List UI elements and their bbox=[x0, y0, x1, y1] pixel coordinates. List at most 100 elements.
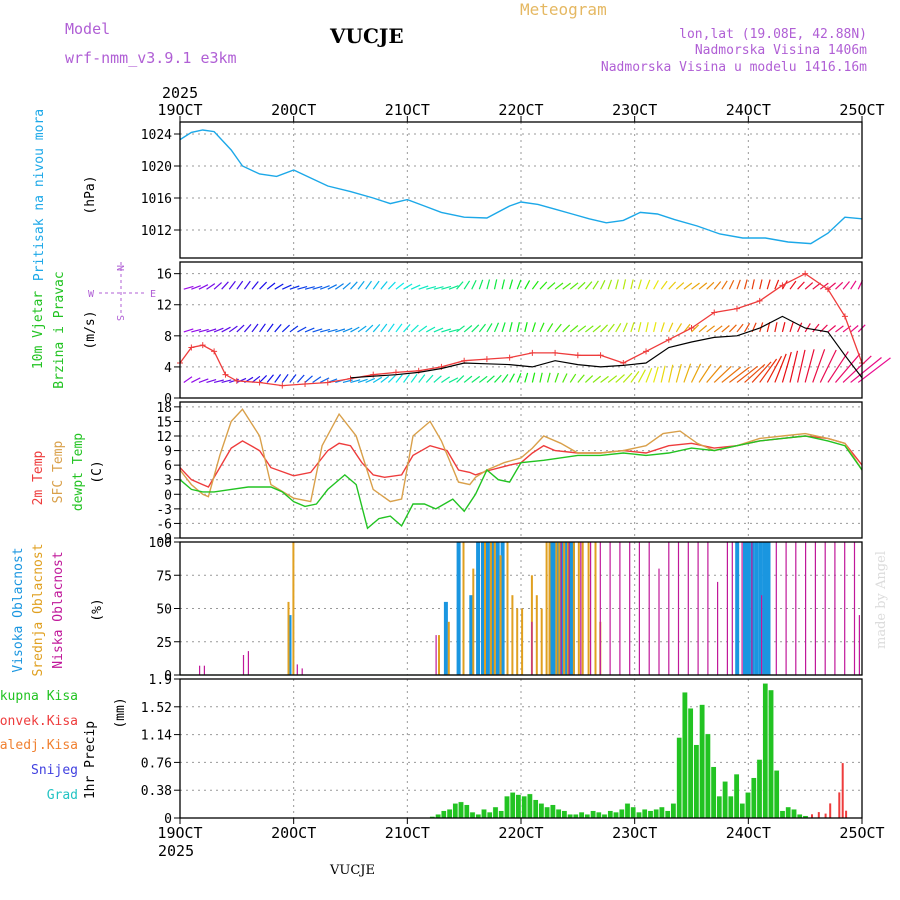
wind-direction-arrow bbox=[637, 369, 646, 383]
legend-total: Ukupna Kisa bbox=[0, 689, 78, 704]
mid-cloud-bar bbox=[555, 542, 558, 675]
wind-speed-line bbox=[179, 272, 863, 387]
wind-direction-arrow bbox=[736, 279, 741, 290]
legend-frozen: Zaledj.Kisa bbox=[0, 738, 78, 753]
wind-direction-arrow bbox=[706, 281, 715, 290]
wind-direction-arrow bbox=[554, 282, 564, 290]
wind-direction-arrow bbox=[721, 366, 742, 383]
total-precip-bar bbox=[590, 810, 596, 819]
mid-cloud-bar bbox=[577, 542, 580, 675]
wind-direction-arrow bbox=[645, 279, 651, 290]
total-precip-bar bbox=[544, 806, 550, 819]
wind-direction-arrow bbox=[319, 285, 330, 290]
wind-speed-marker bbox=[188, 344, 195, 351]
total-precip-bar bbox=[469, 811, 476, 819]
wind-direction-arrow bbox=[728, 279, 735, 290]
wind-speed-marker bbox=[529, 349, 536, 356]
wind-direction-arrow bbox=[706, 325, 715, 333]
total-precip-bar bbox=[498, 810, 505, 819]
wind-direction-arrow bbox=[637, 279, 642, 290]
mid-cloud-bar bbox=[493, 542, 496, 675]
low-cloud-bar bbox=[814, 542, 816, 675]
low-cloud-bar bbox=[560, 542, 562, 675]
low-cloud-bar bbox=[726, 542, 728, 675]
wind-direction-arrow bbox=[471, 375, 481, 383]
wind-speed-marker bbox=[643, 348, 650, 355]
wind-speed-marker bbox=[552, 349, 559, 356]
wind-speed-marker bbox=[199, 342, 206, 349]
wind-direction-arrow bbox=[433, 375, 442, 383]
wind-direction-arrow bbox=[600, 324, 609, 333]
wind-direction-arrow bbox=[645, 367, 653, 383]
low-cloud-bar bbox=[707, 542, 709, 675]
low-cloud-bar bbox=[751, 542, 753, 675]
wind-direction-arrow bbox=[562, 282, 571, 290]
wind-direction-arrow bbox=[819, 349, 837, 383]
low-cloud-bar bbox=[599, 542, 601, 675]
wind-direction-arrow bbox=[622, 322, 628, 333]
wind-direction-arrow bbox=[395, 282, 405, 290]
high-cloud-bar bbox=[485, 542, 490, 675]
wind-direction-arrow bbox=[539, 322, 545, 333]
wind-direction-arrow bbox=[539, 281, 548, 290]
low-cloud-bar bbox=[795, 542, 797, 675]
wind-speed-marker bbox=[665, 336, 672, 343]
wind-direction-arrow bbox=[486, 279, 491, 290]
wind-direction-arrow bbox=[433, 327, 444, 333]
wind-speed-marker bbox=[211, 348, 218, 355]
wind-direction-arrow bbox=[410, 373, 418, 383]
mid-cloud-bar bbox=[567, 542, 570, 675]
wind-direction-arrow bbox=[236, 324, 245, 333]
high-cloud-bar bbox=[456, 542, 461, 675]
top-year-label: 2025 bbox=[162, 84, 198, 102]
wind-direction-arrow bbox=[698, 325, 708, 333]
wind-direction-arrow bbox=[645, 322, 649, 333]
temp-unit: (C) bbox=[90, 460, 105, 483]
convective-precip-bar bbox=[838, 792, 841, 818]
compass-north: N bbox=[114, 265, 125, 271]
legend-snow: Snijeg bbox=[31, 763, 78, 778]
wind-direction-arrow bbox=[600, 279, 606, 290]
wind-direction-arrow bbox=[319, 377, 330, 383]
wind-direction-arrow bbox=[198, 328, 209, 333]
wind-ylabel-2: Brzina i Pravac bbox=[52, 271, 67, 388]
model-altitude-label: Nadmorska Visina u modelu 1416.16m bbox=[601, 60, 867, 75]
wind-direction-arrow bbox=[781, 351, 792, 383]
wind-direction-arrow bbox=[403, 324, 411, 333]
wind-direction-arrow bbox=[835, 325, 844, 333]
total-precip-bar bbox=[515, 794, 522, 819]
total-precip-bar bbox=[538, 803, 545, 819]
wind-direction-arrow bbox=[251, 323, 259, 333]
low-cloud-bar bbox=[531, 621, 533, 675]
wind-gust-line bbox=[350, 315, 863, 379]
wind-direction-arrow bbox=[516, 322, 520, 333]
wind-direction-arrow bbox=[653, 280, 659, 290]
wind-direction-arrow bbox=[327, 284, 337, 290]
wind-direction-arrow bbox=[691, 324, 700, 333]
wind-direction-arrow bbox=[426, 286, 437, 290]
wind-direction-arrow bbox=[365, 280, 372, 290]
high-cloud-bar bbox=[735, 542, 740, 675]
wind-direction-arrow bbox=[691, 282, 700, 290]
wind-direction-arrow bbox=[236, 377, 247, 384]
wind-direction-arrow bbox=[191, 285, 201, 290]
total-precip-bar bbox=[555, 809, 562, 819]
wind-direction-arrow bbox=[350, 379, 361, 384]
wind-direction-arrow bbox=[842, 355, 872, 383]
wind-direction-arrow bbox=[804, 282, 814, 290]
mid-cloud-bar bbox=[287, 601, 290, 675]
y-tick-label: 75 bbox=[156, 569, 172, 584]
y-tick-label: 1012 bbox=[141, 224, 172, 239]
wind-direction-arrow bbox=[312, 285, 323, 290]
wind-direction-arrow bbox=[259, 323, 266, 333]
wind-direction-arrow bbox=[471, 279, 477, 290]
total-precip-bar bbox=[486, 811, 493, 819]
wind-direction-arrow bbox=[312, 376, 322, 383]
wind-direction-arrow bbox=[259, 281, 268, 290]
wind-direction-arrow bbox=[721, 280, 728, 290]
y-tick-label: 0 bbox=[164, 392, 172, 407]
wind-direction-arrow bbox=[357, 325, 367, 333]
wind-direction-arrow bbox=[289, 325, 299, 333]
wind-direction-arrow bbox=[410, 284, 421, 290]
wind-direction-arrow bbox=[607, 323, 615, 333]
